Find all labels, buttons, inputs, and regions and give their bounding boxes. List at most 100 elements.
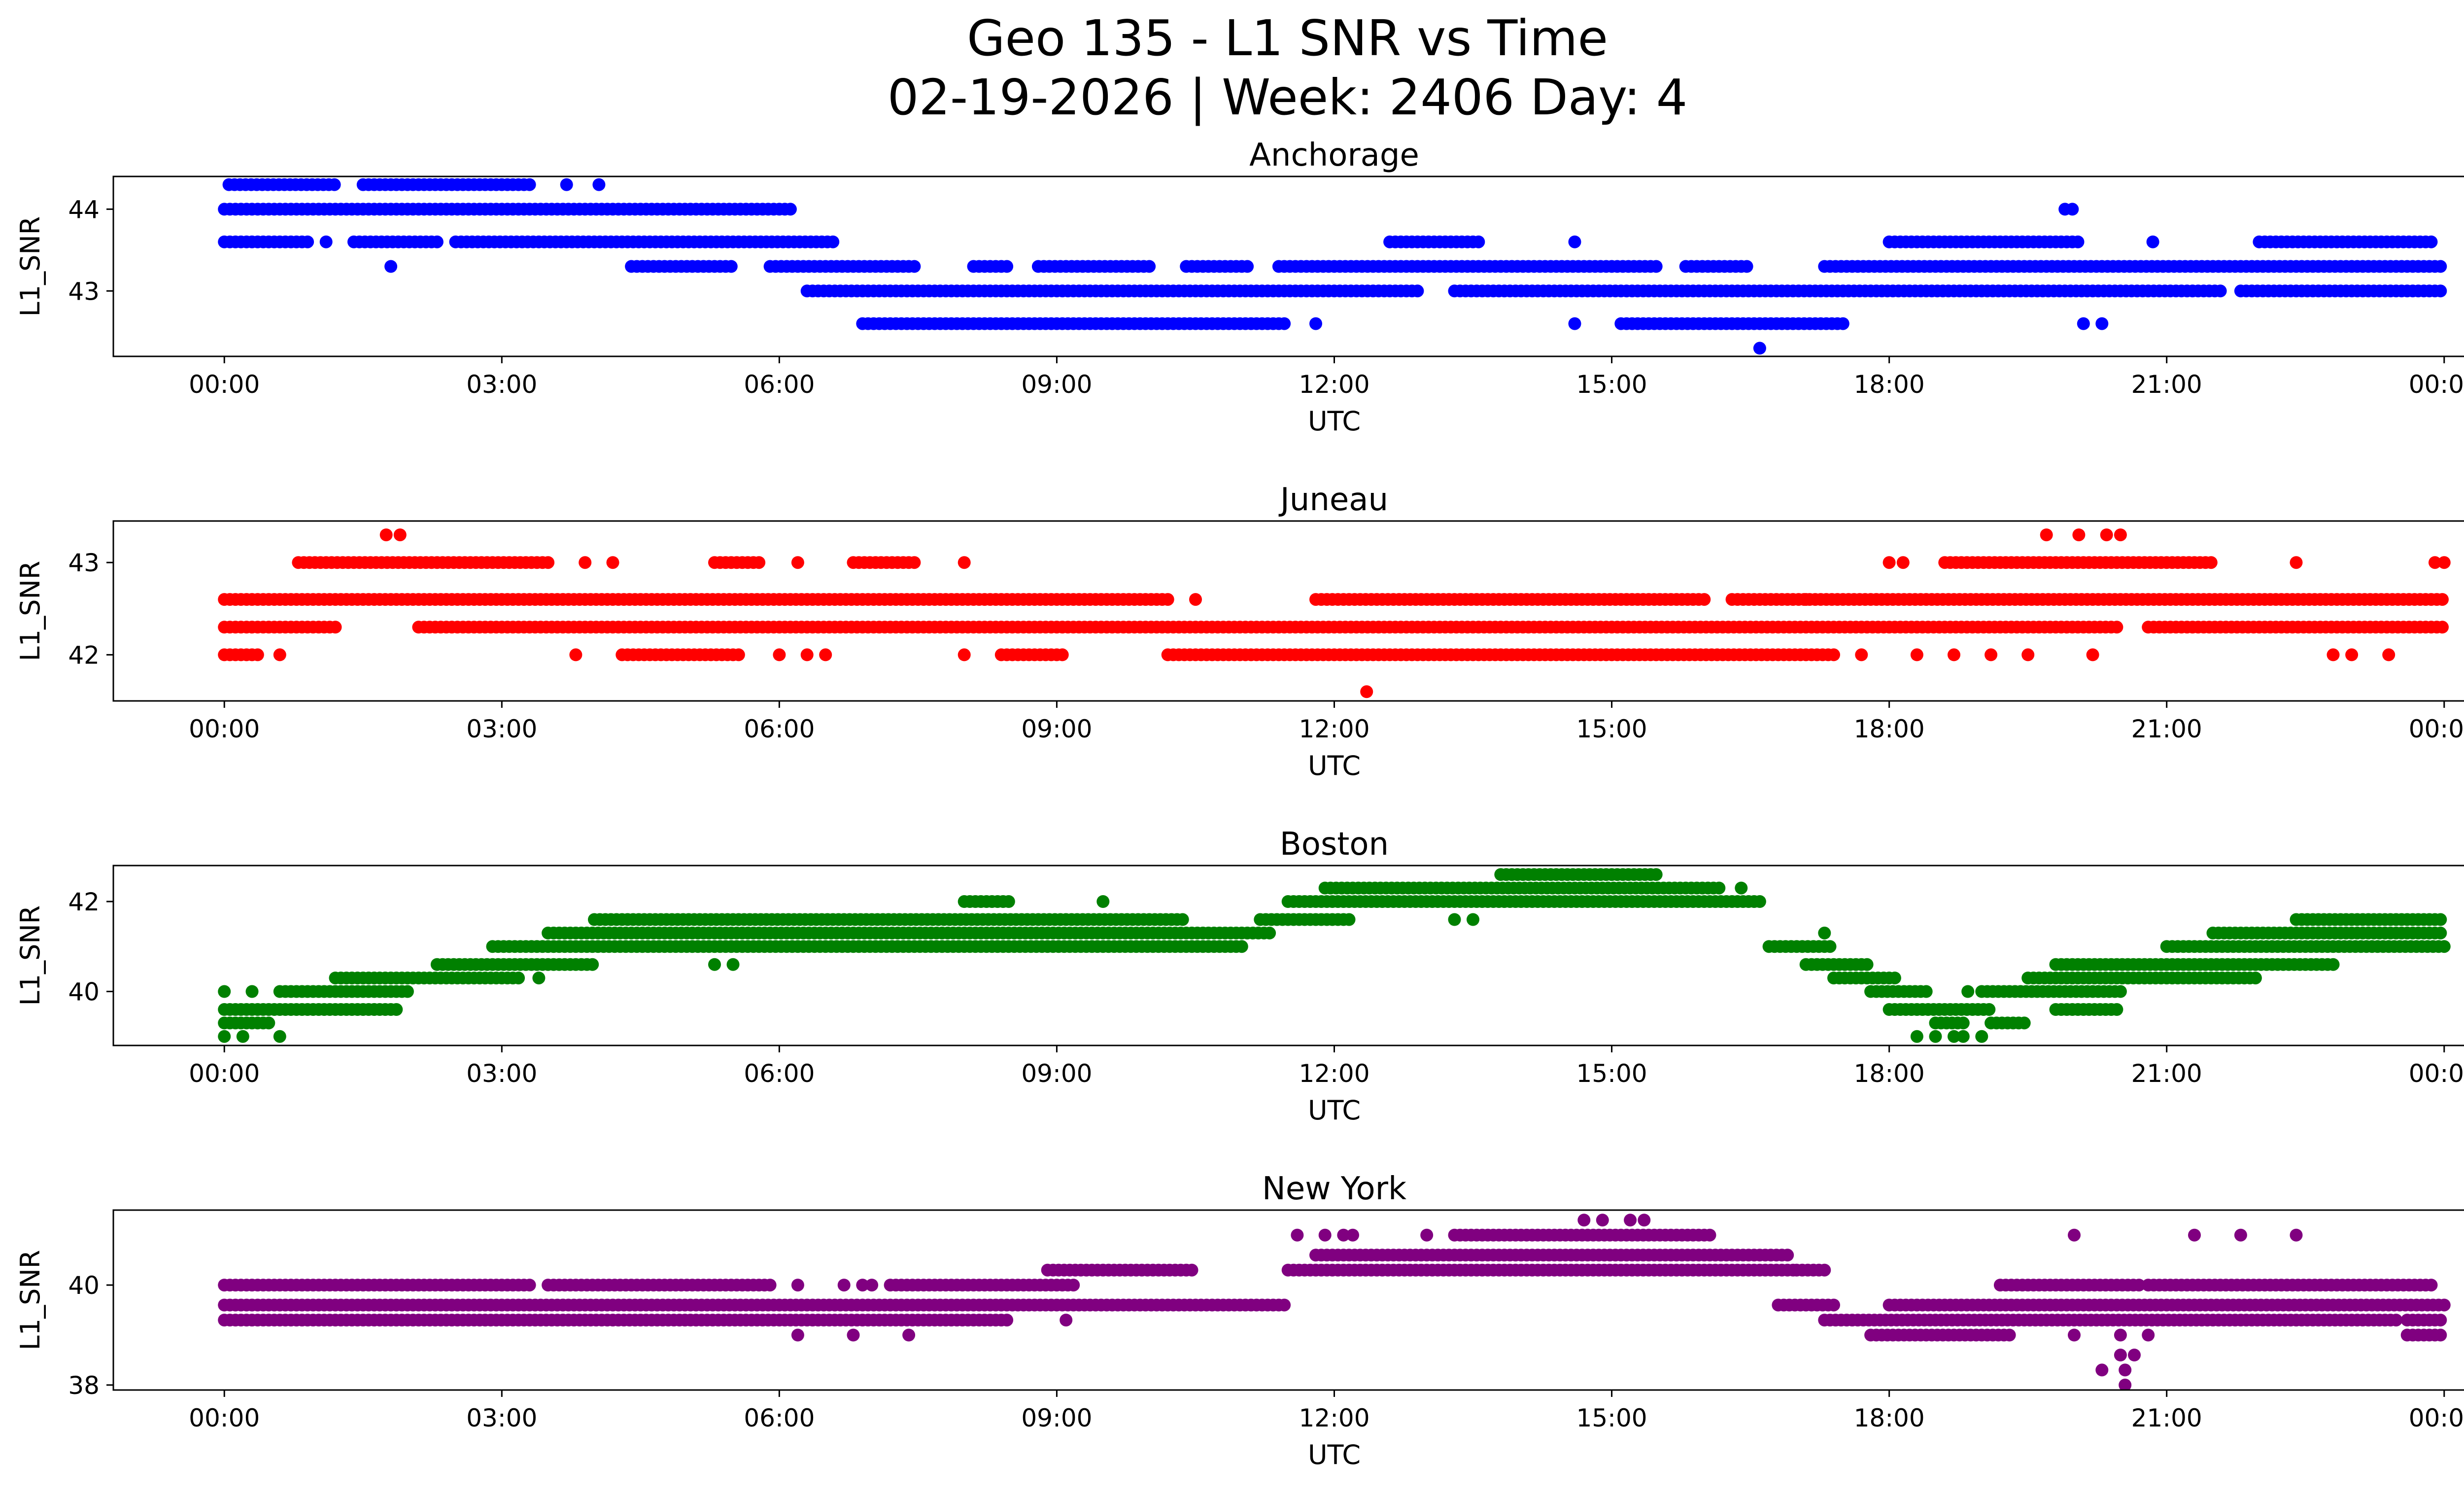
data-point [958,648,971,661]
data-point [2068,1328,2081,1342]
x-tick-label: 09:00 [1021,1404,1092,1432]
data-point [1067,1279,1080,1292]
data-point [1882,556,1896,569]
data-point [1291,1228,1304,1242]
subplot-title: Anchorage [1249,137,1419,174]
x-tick-label: 00:00 [2409,1059,2464,1088]
data-point [1568,317,1581,330]
data-point [2434,1314,2447,1327]
x-tick-label: 03:00 [466,1404,537,1432]
data-point [2110,1003,2123,1016]
data-point [542,556,555,569]
x-tick-label: 18:00 [1854,1059,1925,1088]
data-point [1000,1314,1014,1327]
data-point [1002,895,1015,908]
data-point [2249,972,2262,985]
data-point [2434,926,2447,939]
data-point [800,648,814,661]
data-point [2434,913,2447,926]
data-point [2234,1228,2247,1242]
y-tick-label: 43 [68,549,100,577]
data-point [2100,528,2113,542]
data-point [579,556,592,569]
data-point [2077,317,2090,330]
x-tick-label: 18:00 [1854,370,1925,399]
data-point [1060,1314,1073,1327]
data-point [273,1030,286,1043]
data-point [847,1328,860,1342]
data-point [1740,260,1753,273]
x-tick-label: 18:00 [1854,1404,1925,1432]
x-axis-label: UTC [1308,1095,1361,1126]
data-point [2132,1279,2146,1292]
data-point [2072,528,2086,542]
data-point [523,178,536,191]
data-point [319,235,333,248]
x-tick-label: 09:00 [1021,715,1092,743]
data-point [837,1279,851,1292]
data-point [865,1279,879,1292]
x-tick-label: 15:00 [1576,370,1647,399]
x-tick-label: 09:00 [1021,1059,1092,1088]
x-tick-label: 00:00 [189,715,260,743]
data-point [1342,913,1356,926]
y-tick-label: 43 [68,277,100,306]
data-point [1278,317,1291,330]
data-point [1649,260,1663,273]
data-point [773,648,786,661]
data-point [1712,881,1726,895]
data-point [592,178,606,191]
data-point [2214,284,2227,298]
data-point [1956,1016,1970,1030]
data-point [1161,593,1174,606]
x-tick-label: 03:00 [466,370,537,399]
x-tick-label: 12:00 [1299,370,1369,399]
data-point [784,203,797,216]
data-point [262,1016,275,1030]
x-tick-label: 15:00 [1576,715,1647,743]
data-point [218,1030,231,1043]
data-point [569,648,582,661]
data-point [958,556,971,569]
data-point [245,985,259,998]
data-point [379,528,393,542]
data-point [401,985,414,998]
data-point [1948,648,1960,661]
x-tick-label: 06:00 [744,1404,815,1432]
y-tick-label: 40 [68,978,100,1007]
data-point [2436,593,2449,606]
data-point [2119,1363,2132,1377]
data-points [218,1214,2451,1390]
data-point [1624,1214,1637,1227]
y-axis-label: L1_SNR [15,1250,46,1351]
data-point [2437,940,2451,953]
data-point [1638,1214,1651,1227]
y-tick-label: 40 [68,1271,100,1300]
x-tick-label: 06:00 [744,1059,815,1088]
data-point [2119,1378,2132,1390]
subplot-title: Juneau [1278,482,1388,518]
y-axis-label: L1_SNR [15,216,46,317]
data-point [1411,284,1424,298]
data-point [532,972,546,985]
data-point [1910,648,1923,661]
x-tick-label: 12:00 [1299,715,1369,743]
subplot-anchorage: Anchorage 00:00 03:00 06:00 09:00 12:00 15:00 1… [15,137,2464,437]
data-point [273,648,286,661]
data-point [2188,1228,2201,1242]
data-point [1176,913,1189,926]
data-point [1472,235,1485,248]
data-point [430,235,444,248]
data-point [1860,958,1874,971]
figure-title: Geo 135 - L1 SNR vs Time 02-19-2026 | We… [0,9,2464,127]
data-point [1818,926,1831,939]
data-point [2327,648,2340,661]
data-point [1919,985,1933,998]
data-point [1096,895,1110,908]
x-axis-label: UTC [1308,750,1361,781]
x-tick-label: 00:00 [2409,370,2464,399]
data-point [1855,648,1868,661]
y-axis-label: L1_SNR [15,561,46,661]
data-point [2390,1314,2403,1327]
data-point [390,1003,403,1016]
